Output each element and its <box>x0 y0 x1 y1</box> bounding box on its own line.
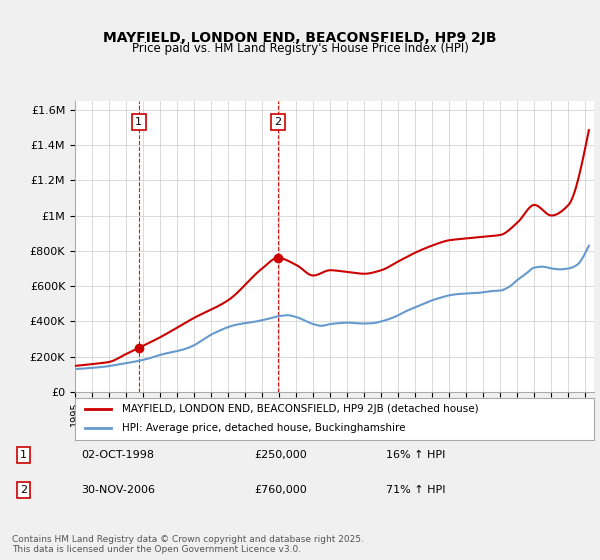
Text: £250,000: £250,000 <box>254 450 307 460</box>
Text: MAYFIELD, LONDON END, BEACONSFIELD, HP9 2JB: MAYFIELD, LONDON END, BEACONSFIELD, HP9 … <box>103 31 497 45</box>
Text: 16% ↑ HPI: 16% ↑ HPI <box>386 450 446 460</box>
Text: 71% ↑ HPI: 71% ↑ HPI <box>386 485 446 495</box>
Text: 02-OCT-1998: 02-OCT-1998 <box>81 450 154 460</box>
Text: 2: 2 <box>20 485 27 495</box>
Text: Price paid vs. HM Land Registry's House Price Index (HPI): Price paid vs. HM Land Registry's House … <box>131 42 469 55</box>
Text: £760,000: £760,000 <box>254 485 307 495</box>
Text: 1: 1 <box>20 450 27 460</box>
Text: 30-NOV-2006: 30-NOV-2006 <box>81 485 155 495</box>
Text: HPI: Average price, detached house, Buckinghamshire: HPI: Average price, detached house, Buck… <box>122 423 405 433</box>
Text: MAYFIELD, LONDON END, BEACONSFIELD, HP9 2JB (detached house): MAYFIELD, LONDON END, BEACONSFIELD, HP9 … <box>122 404 478 414</box>
Text: 1: 1 <box>136 117 142 127</box>
Text: 2: 2 <box>274 117 281 127</box>
Text: Contains HM Land Registry data © Crown copyright and database right 2025.
This d: Contains HM Land Registry data © Crown c… <box>12 535 364 554</box>
